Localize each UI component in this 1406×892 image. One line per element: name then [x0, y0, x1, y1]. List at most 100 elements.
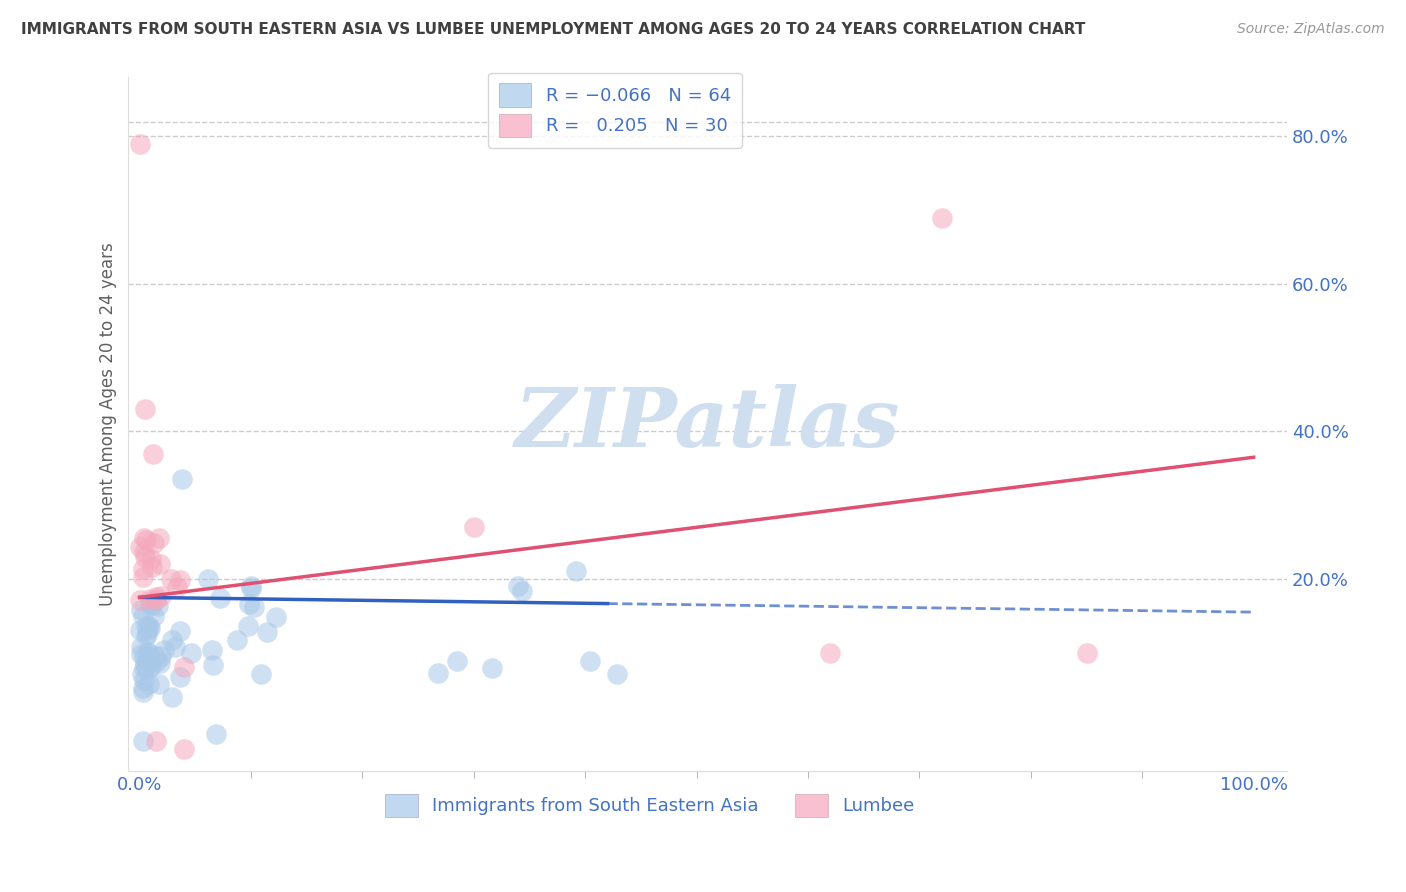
- Point: [160, 690, 183, 704]
- Point: [146, 655, 169, 669]
- Point: [138, 677, 160, 691]
- Point: [129, 540, 152, 554]
- Point: [160, 633, 183, 648]
- Point: [138, 650, 160, 665]
- Legend: Immigrants from South Eastern Asia, Lumbee: Immigrants from South Eastern Asia, Lumb…: [378, 787, 921, 824]
- Point: [173, 660, 195, 674]
- Point: [132, 562, 155, 576]
- Point: [249, 667, 271, 681]
- Point: [146, 599, 169, 614]
- Point: [129, 647, 152, 661]
- Point: [139, 658, 162, 673]
- Point: [169, 624, 191, 639]
- Point: [264, 610, 287, 624]
- Point: [132, 544, 155, 558]
- Point: [145, 593, 167, 607]
- Point: [136, 622, 159, 636]
- Point: [173, 741, 195, 756]
- Point: [129, 640, 152, 654]
- Point: [1076, 646, 1098, 660]
- Point: [931, 211, 953, 225]
- Point: [180, 646, 202, 660]
- Point: [148, 531, 170, 545]
- Point: [139, 591, 162, 606]
- Point: [170, 472, 193, 486]
- Point: [143, 608, 166, 623]
- Point: [139, 621, 162, 635]
- Point: [134, 402, 156, 417]
- Point: [132, 681, 155, 695]
- Point: [135, 533, 157, 548]
- Point: [142, 446, 165, 460]
- Point: [256, 624, 278, 639]
- Point: [132, 685, 155, 699]
- Point: [141, 599, 163, 613]
- Point: [579, 654, 602, 668]
- Point: [131, 609, 153, 624]
- Point: [136, 627, 159, 641]
- Point: [481, 661, 503, 675]
- Point: [446, 655, 468, 669]
- Point: [138, 619, 160, 633]
- Point: [131, 667, 153, 681]
- Point: [138, 598, 160, 612]
- Point: [131, 734, 153, 748]
- Point: [150, 648, 173, 663]
- Point: [153, 643, 176, 657]
- Point: [150, 589, 173, 603]
- Text: Source: ZipAtlas.com: Source: ZipAtlas.com: [1237, 22, 1385, 37]
- Point: [134, 550, 156, 565]
- Point: [166, 580, 188, 594]
- Point: [129, 623, 152, 637]
- Point: [149, 656, 172, 670]
- Point: [209, 591, 232, 605]
- Text: ZIPatlas: ZIPatlas: [515, 384, 900, 464]
- Point: [132, 661, 155, 675]
- Point: [606, 666, 628, 681]
- Point: [238, 619, 260, 633]
- Point: [159, 572, 181, 586]
- Point: [205, 727, 228, 741]
- Point: [240, 579, 263, 593]
- Point: [197, 572, 219, 586]
- Point: [564, 565, 586, 579]
- Text: IMMIGRANTS FROM SOUTH EASTERN ASIA VS LUMBEE UNEMPLOYMENT AMONG AGES 20 TO 24 YE: IMMIGRANTS FROM SOUTH EASTERN ASIA VS LU…: [21, 22, 1085, 37]
- Point: [132, 673, 155, 687]
- Point: [135, 619, 157, 633]
- Point: [136, 646, 159, 660]
- Point: [129, 603, 152, 617]
- Point: [128, 136, 150, 151]
- Point: [136, 645, 159, 659]
- Y-axis label: Unemployment Among Ages 20 to 24 years: Unemployment Among Ages 20 to 24 years: [100, 243, 117, 606]
- Point: [129, 593, 152, 607]
- Point: [135, 629, 157, 643]
- Point: [143, 649, 166, 664]
- Point: [135, 660, 157, 674]
- Point: [427, 665, 450, 680]
- Point: [142, 536, 165, 550]
- Point: [463, 520, 485, 534]
- Point: [239, 581, 262, 595]
- Point: [508, 579, 530, 593]
- Point: [148, 677, 170, 691]
- Point: [149, 558, 172, 572]
- Point: [139, 552, 162, 566]
- Point: [145, 590, 167, 604]
- Point: [510, 584, 533, 599]
- Point: [202, 657, 225, 672]
- Point: [134, 531, 156, 545]
- Point: [238, 598, 260, 612]
- Point: [820, 646, 842, 660]
- Point: [169, 670, 191, 684]
- Point: [145, 734, 167, 748]
- Point: [165, 640, 187, 654]
- Point: [243, 599, 266, 614]
- Point: [134, 650, 156, 665]
- Point: [201, 642, 224, 657]
- Point: [139, 660, 162, 674]
- Point: [134, 657, 156, 671]
- Point: [131, 570, 153, 584]
- Point: [169, 573, 191, 587]
- Point: [226, 633, 249, 648]
- Point: [141, 560, 163, 574]
